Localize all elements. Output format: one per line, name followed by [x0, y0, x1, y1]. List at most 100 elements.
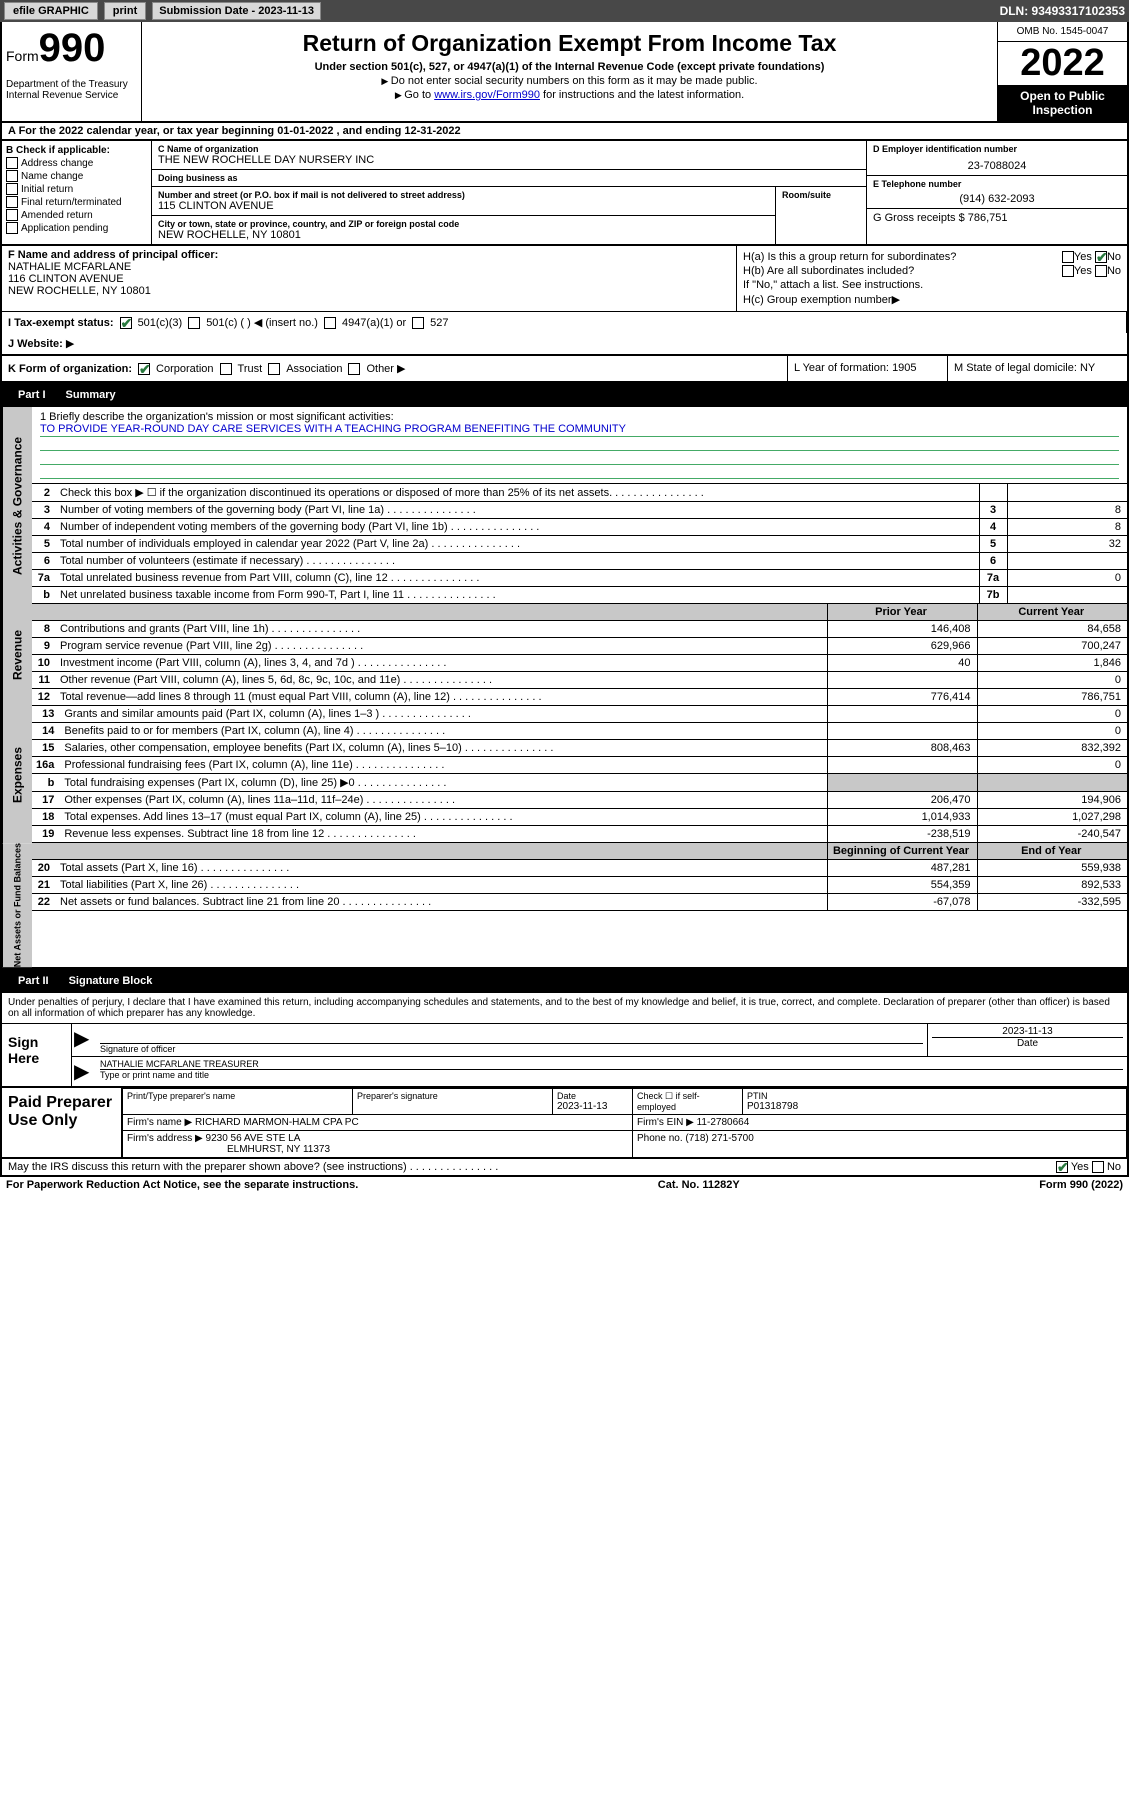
lbl-address-change: Address change	[21, 158, 93, 169]
part1-title: Summary	[66, 389, 116, 401]
city: NEW ROCHELLE, NY 10801	[158, 229, 769, 241]
table-row: 17Other expenses (Part IX, column (A), l…	[32, 792, 1127, 809]
chk-corp[interactable]	[138, 363, 150, 375]
print-button[interactable]: print	[104, 2, 146, 20]
table-row: 22Net assets or fund balances. Subtract …	[32, 894, 1127, 911]
chk-name-change[interactable]	[6, 170, 18, 182]
column-d-ein: D Employer identification number 23-7088…	[867, 141, 1127, 244]
table-row: 19Revenue less expenses. Subtract line 1…	[32, 826, 1127, 843]
chk-527[interactable]	[412, 317, 424, 329]
footer-left: For Paperwork Reduction Act Notice, see …	[6, 1179, 358, 1191]
lbl-amended: Amended return	[21, 210, 93, 221]
chk-4947[interactable]	[324, 317, 336, 329]
firm-addr1: 9230 56 AVE STE LA	[206, 1133, 301, 1144]
ptin-label: PTIN	[747, 1091, 1122, 1101]
table-row: 7aTotal unrelated business revenue from …	[32, 570, 1127, 587]
hb-yes-chk[interactable]	[1062, 265, 1074, 277]
org-name-label: C Name of organization	[158, 144, 860, 154]
ha-yes-chk[interactable]	[1062, 251, 1074, 263]
hb-yes: Yes	[1074, 265, 1092, 277]
phone-label: E Telephone number	[873, 179, 1121, 189]
table-row: 18Total expenses. Add lines 13–17 (must …	[32, 809, 1127, 826]
dln: DLN: 93493317102353	[1000, 4, 1125, 18]
discuss-no: No	[1107, 1161, 1121, 1173]
chk-amended[interactable]	[6, 209, 18, 221]
netassets-section: Net Assets or Fund Balances Beginning of…	[0, 843, 1129, 969]
form990-link[interactable]: www.irs.gov/Form990	[434, 89, 540, 101]
sign-here-block: Sign Here ▶ Signature of officer 2023-11…	[0, 1023, 1129, 1088]
submission-label: Submission Date -	[159, 5, 258, 17]
opt-corp: Corporation	[156, 363, 213, 375]
firm-name: RICHARD MARMON-HALM CPA PC	[195, 1117, 359, 1128]
part2-header: Part II Signature Block	[0, 969, 1129, 993]
sig-name: NATHALIE MCFARLANE TREASURER	[100, 1059, 1123, 1070]
m-label: M State of legal domicile:	[954, 362, 1077, 374]
m-val: NY	[1080, 362, 1095, 374]
section-klm: K Form of organization: Corporation Trus…	[0, 355, 1129, 383]
chk-assoc[interactable]	[268, 363, 280, 375]
efile-button[interactable]: efile GRAPHIC	[4, 2, 98, 20]
chk-final-return[interactable]	[6, 196, 18, 208]
expenses-table: 13Grants and similar amounts paid (Part …	[32, 706, 1127, 843]
chk-address-change[interactable]	[6, 157, 18, 169]
form-subtitle: Under section 501(c), 527, or 4947(a)(1)…	[150, 61, 989, 73]
addr-label: Number and street (or P.O. box if mail i…	[158, 190, 769, 200]
check-self: Check ☐ if self-employed	[637, 1091, 738, 1112]
psig-label: Preparer's signature	[357, 1091, 548, 1101]
table-row: 15Salaries, other compensation, employee…	[32, 740, 1127, 757]
column-c-org: C Name of organization THE NEW ROCHELLE …	[152, 141, 867, 244]
chk-application-pending[interactable]	[6, 222, 18, 234]
top-bar: efile GRAPHIC print Submission Date - 20…	[0, 0, 1129, 22]
governance-section: Activities & Governance 1 Briefly descri…	[0, 407, 1129, 604]
officer-signature-line[interactable]	[100, 1026, 923, 1044]
sig-date: 2023-11-13	[932, 1026, 1123, 1037]
opt-other: Other ▶	[366, 362, 405, 375]
chk-501c[interactable]	[188, 317, 200, 329]
lbl-name-change: Name change	[21, 171, 83, 182]
table-row: 9Program service revenue (Part VIII, lin…	[32, 638, 1127, 655]
lbl-final-return: Final return/terminated	[21, 197, 122, 208]
officer-addr1: 116 CLINTON AVENUE	[8, 273, 730, 285]
discuss-no-chk[interactable]	[1092, 1161, 1104, 1173]
hb-no-chk[interactable]	[1095, 265, 1107, 277]
firm-phone-label: Phone no.	[637, 1133, 683, 1144]
section-j-website: J Website: ▶	[0, 333, 1129, 355]
firm-name-label: Firm's name ▶	[127, 1117, 192, 1128]
table-row: 8Contributions and grants (Part VIII, li…	[32, 621, 1127, 638]
chk-other[interactable]	[348, 363, 360, 375]
discuss-yes-chk[interactable]	[1056, 1161, 1068, 1173]
j-label: J Website:	[8, 338, 63, 350]
table-row: 13Grants and similar amounts paid (Part …	[32, 706, 1127, 723]
opt-trust: Trust	[238, 363, 263, 375]
section-i: I Tax-exempt status: 501(c)(3) 501(c) ( …	[0, 312, 1129, 333]
side-governance: Activities & Governance	[2, 407, 32, 604]
opt-4947: 4947(a)(1) or	[342, 317, 406, 329]
part1-num: Part I	[8, 387, 56, 403]
side-netassets: Net Assets or Fund Balances	[2, 843, 32, 967]
revenue-section: Revenue Prior YearCurrent Year8Contribut…	[0, 604, 1129, 706]
chk-501c3[interactable]	[120, 317, 132, 329]
firm-ein-label: Firm's EIN ▶	[637, 1117, 694, 1128]
chk-trust[interactable]	[220, 363, 232, 375]
discuss-yes: Yes	[1071, 1161, 1089, 1173]
sig-name-label: Type or print name and title	[100, 1070, 1123, 1080]
footer-right-form: 990	[1070, 1179, 1088, 1191]
ein: 23-7088024	[873, 160, 1121, 172]
ha-label: H(a) Is this a group return for subordin…	[743, 251, 956, 263]
side-revenue: Revenue	[2, 604, 32, 706]
chk-initial-return[interactable]	[6, 183, 18, 195]
col-b-header: B Check if applicable:	[6, 145, 147, 156]
sig-arrow-2: ▶	[72, 1057, 96, 1086]
ha-no-chk[interactable]	[1095, 251, 1107, 263]
footer-mid: Cat. No. 11282Y	[658, 1179, 740, 1191]
form-header: Form990 Department of the Treasury Inter…	[0, 22, 1129, 123]
sig-arrow-1: ▶	[72, 1024, 96, 1056]
discuss-row: May the IRS discuss this return with the…	[0, 1159, 1129, 1177]
mission-blank-3	[40, 465, 1119, 479]
ha-no: No	[1107, 251, 1121, 263]
mission-blank-2	[40, 451, 1119, 465]
dba-label: Doing business as	[158, 173, 860, 183]
table-row: 11Other revenue (Part VIII, column (A), …	[32, 672, 1127, 689]
sig-label: Signature of officer	[100, 1044, 923, 1054]
i-label: I Tax-exempt status:	[8, 317, 114, 329]
